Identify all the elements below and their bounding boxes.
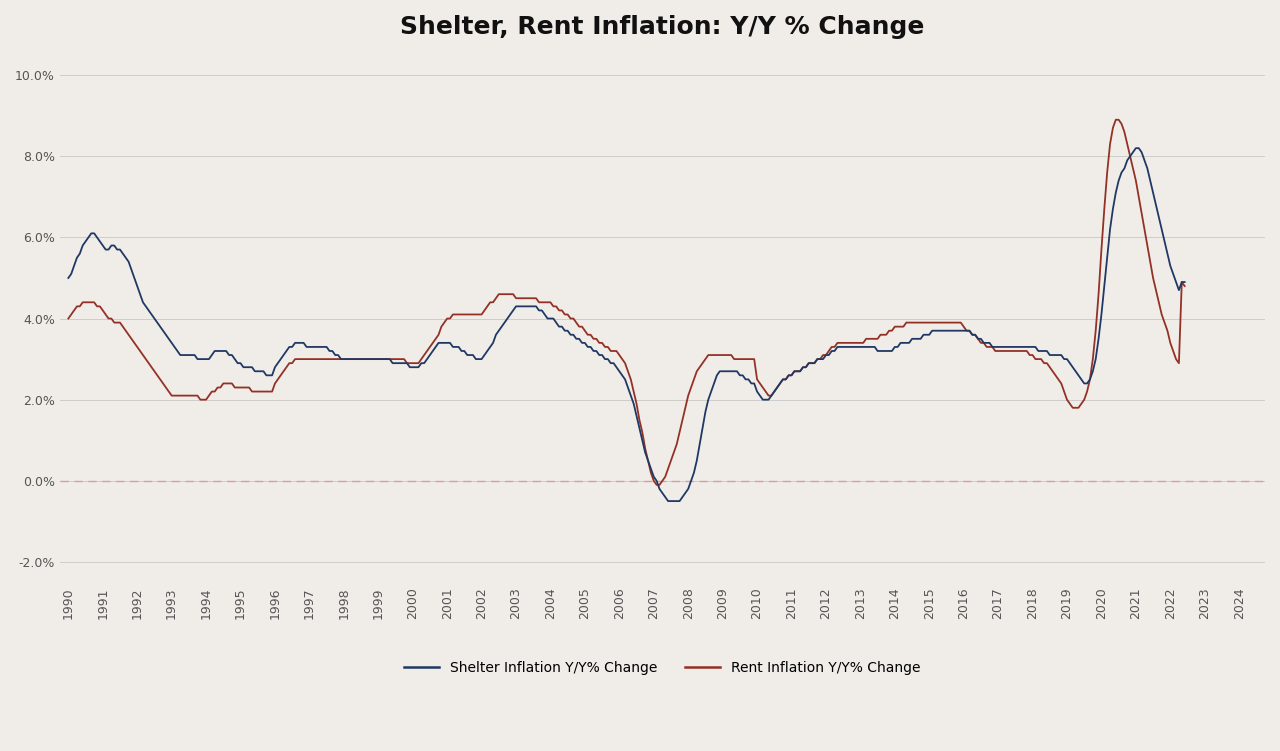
Rent Inflation Y/Y% Change [899,318,914,327]
Legend: Shelter Inflation Y/Y% Change, Rent Inflation Y/Y% Change: Shelter Inflation Y/Y% Change, Rent Infl… [398,656,927,680]
Rent Inflation Y/Y% Change [60,314,76,323]
Shelter Inflation Y/Y% Change [813,354,828,363]
Rent Inflation Y/Y% Change [1178,282,1193,291]
Shelter Inflation Y/Y% Change [60,273,76,282]
Rent Inflation Y/Y% Change [649,481,664,490]
Shelter Inflation Y/Y% Change [899,339,914,348]
Rent Inflation Y/Y% Change [193,395,209,404]
Shelter Inflation Y/Y% Change [193,354,209,363]
Line: Shelter Inflation Y/Y% Change: Shelter Inflation Y/Y% Change [68,148,1185,501]
Shelter Inflation Y/Y% Change [660,496,676,505]
Rent Inflation Y/Y% Change [982,342,997,351]
Shelter Inflation Y/Y% Change [982,339,997,348]
Rent Inflation Y/Y% Change [855,339,870,348]
Title: Shelter, Rent Inflation: Y/Y % Change: Shelter, Rent Inflation: Y/Y % Change [401,15,924,39]
Rent Inflation Y/Y% Change [1108,115,1124,124]
Shelter Inflation Y/Y% Change [855,342,870,351]
Shelter Inflation Y/Y% Change [1128,143,1143,152]
Line: Rent Inflation Y/Y% Change: Rent Inflation Y/Y% Change [68,119,1185,485]
Rent Inflation Y/Y% Change [813,354,828,363]
Rent Inflation Y/Y% Change [924,318,940,327]
Shelter Inflation Y/Y% Change [1178,278,1193,287]
Shelter Inflation Y/Y% Change [924,326,940,335]
